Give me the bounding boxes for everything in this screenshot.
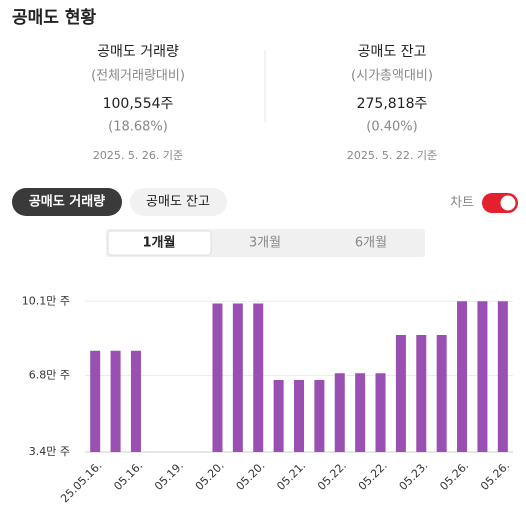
tab-bg — [12, 188, 122, 216]
bar — [457, 301, 468, 452]
period-active — [107, 230, 212, 256]
summary-value: 100,554주 — [103, 96, 174, 112]
bar — [130, 350, 141, 452]
page-title: 공매도 현황 — [12, 8, 96, 28]
bar — [273, 380, 284, 452]
summary-subtitle: (전체거래량대비) — [91, 69, 185, 84]
period-tab[interactable]: 1개월 — [107, 230, 212, 256]
bar — [232, 303, 243, 452]
x-tick-label: 05.16. — [111, 459, 145, 493]
bar — [355, 373, 366, 452]
x-tick-label: 05.22. — [356, 459, 390, 493]
period-label[interactable]: 6개월 — [355, 236, 387, 251]
bar — [395, 335, 406, 452]
summary-date: 2025. 5. 26. 기준 — [93, 149, 183, 162]
x-tick-label: 05.26. — [478, 459, 512, 493]
bar — [334, 373, 345, 452]
tab-label: 공매도 거래량 — [29, 195, 105, 210]
chart-toggle[interactable] — [482, 193, 518, 213]
bar — [253, 303, 264, 452]
summary-title: 공매도 거래량 — [97, 44, 179, 60]
bar — [497, 301, 508, 452]
summary-value: 275,818주 — [357, 96, 428, 112]
tab-bg — [130, 188, 227, 216]
x-tick-label: 05.20. — [193, 459, 227, 493]
chart: 3.4만 주 6.8만 주 10.1만 주 25.05.16. 05.16. 05.19.… — [22, 294, 513, 505]
summary-ratio: (0.40%) — [366, 120, 417, 135]
summary-subtitle: (시가총액대비) — [351, 69, 433, 84]
x-tick-label: 05.19. — [152, 459, 186, 493]
summary-ratio: (18.68%) — [108, 120, 168, 135]
y-tick-label: 3.4만 주 — [29, 445, 70, 458]
toggle-label: 차트 — [450, 196, 474, 211]
bar — [90, 350, 101, 452]
summary-date: 2025. 5. 22. 기준 — [347, 149, 437, 162]
x-tick-label: 05.20. — [234, 459, 268, 493]
x-tick-label: 05.23. — [397, 459, 431, 493]
x-tick-label: 05.22. — [315, 459, 349, 493]
bar — [314, 380, 325, 452]
bar — [110, 350, 121, 452]
x-tick-label: 05.26. — [437, 459, 471, 493]
bar — [416, 335, 427, 452]
bar — [375, 373, 386, 452]
tab[interactable]: 공매도 잔고 — [130, 188, 227, 216]
period-label: 1개월 — [143, 235, 176, 251]
y-tick-label: 6.8만 주 — [29, 369, 70, 382]
tab-label: 공매도 잔고 — [146, 195, 210, 210]
summary-title: 공매도 잔고 — [358, 44, 427, 60]
bar — [477, 301, 488, 452]
toggle-knob — [500, 195, 516, 211]
bar — [436, 335, 447, 452]
bar — [294, 380, 304, 452]
y-tick-label: 10.1만 주 — [22, 294, 70, 307]
tab[interactable]: 공매도 거래량 — [12, 188, 122, 216]
bar — [212, 303, 223, 452]
period-label[interactable]: 3개월 — [249, 236, 281, 251]
x-tick-label: 05.21. — [274, 459, 308, 493]
x-tick-label: 25.05.16. — [58, 459, 104, 505]
